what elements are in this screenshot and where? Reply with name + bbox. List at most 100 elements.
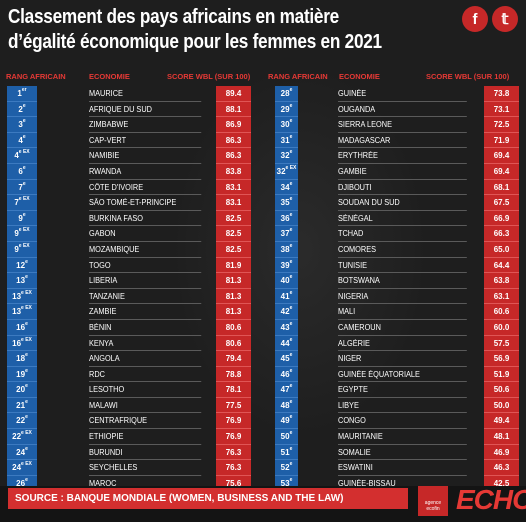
rank-cell: 41e: [275, 288, 298, 305]
country-name: TCHAD: [338, 226, 467, 242]
score-value: 68.1: [484, 179, 519, 196]
table-row: 30e SIERRA LEONE 72.5: [275, 117, 519, 133]
country-name: GAMBIE: [338, 164, 467, 180]
score-value: 76.3: [216, 444, 251, 461]
score-value: 77.5: [216, 397, 251, 414]
rank-cell: 4e EX: [7, 148, 37, 164]
rank-number: 20: [16, 385, 26, 395]
country-name: MAURICE: [89, 86, 202, 102]
rank-cell: 24e EX: [7, 460, 37, 476]
table-row: 22e CENTRAFRIQUE 76.9: [7, 413, 251, 430]
table-row: 28e GUINÉE 73.8: [275, 86, 519, 102]
rank-suffix: er: [21, 87, 27, 93]
facebook-icon[interactable]: f: [462, 6, 488, 32]
rank-suffix: e EX: [18, 227, 30, 234]
rank-suffix: e: [25, 367, 28, 374]
score-value: 83.1: [216, 195, 251, 211]
score-value: 83.8: [216, 163, 251, 180]
country-name: MAURITANIE: [338, 429, 467, 445]
rank-number: 24: [12, 463, 22, 473]
table-row: 1er MAURICE 89.4: [7, 86, 251, 102]
rank-number: 32: [280, 151, 290, 161]
table-row: 19e RDC 78.8: [7, 366, 251, 383]
rank-number: 1: [17, 89, 22, 98]
rank-number: 41: [280, 291, 290, 301]
country-name: MOZAMBIQUE: [89, 242, 202, 258]
source-banner: SOURCE : BANQUE MONDIALE (WOMEN, BUSINES…: [8, 488, 408, 509]
rank-suffix: e EX: [21, 336, 32, 343]
table-row: 46e GUINÉE ÉQUATORIALE 51.9: [275, 366, 519, 383]
header-score-left: SCORE WBL (SUR 100): [167, 72, 251, 81]
score-value: 78.1: [216, 382, 251, 398]
score-value: 57.5: [484, 335, 519, 352]
rank-number: 46: [280, 369, 290, 379]
rank-suffix: e EX: [21, 289, 32, 296]
table-row: 42e MALI 60.6: [275, 304, 519, 320]
rank-number: 2: [18, 104, 23, 114]
table-row: 45e NIGER 56.9: [275, 351, 519, 367]
header-economy-left: ECONOMIE: [89, 72, 130, 81]
rank-cell: 37e: [275, 226, 298, 242]
rank-suffix: e: [289, 149, 293, 156]
country-name: ANGOLA: [89, 351, 202, 367]
country-name: RWANDA: [89, 164, 202, 180]
score-value: 82.5: [216, 210, 251, 227]
rank-number: 45: [280, 354, 290, 364]
score-value: 81.3: [216, 288, 251, 305]
table-row: 3e ZIMBABWE 86.9: [7, 117, 251, 133]
rank-number: 22: [16, 416, 26, 426]
table-row: 20e LESOTHO 78.1: [7, 382, 251, 398]
rank-cell: 20e: [7, 382, 37, 398]
score-value: 64.4: [484, 257, 519, 274]
title-line-2: d’égalité économique pour les femmes en …: [8, 31, 382, 53]
score-value: 76.3: [216, 460, 251, 476]
score-value: 72.5: [484, 117, 519, 133]
rank-cell: 1er: [7, 86, 37, 102]
rank-cell: 2e: [7, 101, 37, 118]
rank-number: 4: [18, 135, 23, 145]
rank-suffix: e: [289, 352, 293, 359]
rank-cell: 42e: [275, 304, 298, 320]
country-name: SIERRA LEONE: [338, 117, 467, 133]
score-value: 51.9: [484, 366, 519, 383]
table-row: 13e EX ZAMBIE 81.3: [7, 304, 251, 320]
country-name: SEYCHELLES: [89, 460, 202, 476]
country-name: CAP-VERT: [89, 133, 202, 149]
rank-number: 28: [280, 89, 290, 98]
table-row: 22e EX ETHIOPIE 76.9: [7, 429, 251, 445]
score-value: 81.3: [216, 304, 251, 320]
country-name: SOUDAN DU SUD: [338, 195, 467, 211]
score-value: 66.9: [484, 210, 519, 227]
twitter-icon[interactable]: 𝕥: [492, 6, 518, 32]
rank-cell: 7e EX: [7, 195, 37, 211]
rank-cell: 19e: [7, 366, 37, 383]
right-ranking-table: 28e GUINÉE 73.8 29e OUGANDA 73.1 30e SIERRA LEO…: [275, 86, 519, 508]
rank-cell: 50e: [275, 429, 298, 445]
score-value: 48.1: [484, 429, 519, 445]
rank-suffix: e: [289, 461, 293, 468]
country-name: CÔTE D'IVOIRE: [89, 180, 202, 196]
rank-cell: 51e: [275, 444, 298, 461]
rank-cell: 31e: [275, 132, 298, 149]
score-value: 76.9: [216, 429, 251, 445]
score-value: 71.9: [484, 132, 519, 149]
rank-suffix: e: [25, 258, 28, 265]
rank-number: 9: [18, 213, 23, 223]
country-name: NIGERIA: [338, 289, 467, 305]
country-name: CAMEROUN: [338, 320, 467, 336]
score-value: 81.9: [216, 257, 251, 274]
country-name: ZAMBIE: [89, 304, 202, 320]
twitter-glyph: 𝕥: [501, 11, 509, 28]
rank-cell: 32e: [275, 148, 298, 164]
country-name: LIBERIA: [89, 273, 202, 289]
rank-suffix: e: [289, 320, 293, 327]
rank-cell: 13e: [7, 273, 37, 289]
score-value: 69.4: [484, 148, 519, 164]
rank-cell: 9e EX: [7, 241, 37, 258]
rank-number: 47: [280, 385, 290, 395]
table-row: 36e SÉNÉGAL 66.9: [275, 210, 519, 227]
table-row: 32e EX GAMBIE 69.4: [275, 163, 519, 180]
table-row: 51e SOMALIE 46.9: [275, 444, 519, 461]
table-row: 49e CONGO 49.4: [275, 413, 519, 430]
table-row: 6e RWANDA 83.8: [7, 163, 251, 180]
